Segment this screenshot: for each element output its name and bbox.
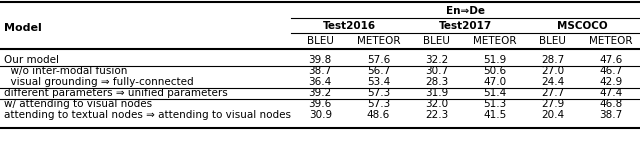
Text: 27.7: 27.7: [541, 88, 564, 98]
Text: 28.3: 28.3: [425, 77, 448, 87]
Text: 30.9: 30.9: [308, 110, 332, 120]
Text: 32.2: 32.2: [425, 55, 448, 65]
Text: 56.7: 56.7: [367, 66, 390, 76]
Text: 36.4: 36.4: [308, 77, 332, 87]
Text: Test2016: Test2016: [323, 21, 376, 31]
Text: 46.7: 46.7: [599, 66, 623, 76]
Text: MSCOCO: MSCOCO: [557, 21, 607, 31]
Text: 57.6: 57.6: [367, 55, 390, 65]
Text: METEOR: METEOR: [473, 36, 516, 46]
Text: En⇒De: En⇒De: [446, 6, 485, 16]
Text: 39.2: 39.2: [308, 88, 332, 98]
Text: 48.6: 48.6: [367, 110, 390, 120]
Text: 39.8: 39.8: [308, 55, 332, 65]
Text: Test2017: Test2017: [439, 21, 492, 31]
Text: w/o inter-modal fusion: w/o inter-modal fusion: [4, 66, 127, 76]
Text: 27.9: 27.9: [541, 99, 564, 109]
Text: 38.7: 38.7: [308, 66, 332, 76]
Text: 51.9: 51.9: [483, 55, 506, 65]
Text: Model: Model: [4, 23, 42, 33]
Text: w/ attending to visual nodes: w/ attending to visual nodes: [4, 99, 152, 109]
Text: 47.6: 47.6: [599, 55, 623, 65]
Text: 47.4: 47.4: [599, 88, 623, 98]
Text: 47.0: 47.0: [483, 77, 506, 87]
Text: BLEU: BLEU: [307, 36, 333, 46]
Text: 57.3: 57.3: [367, 88, 390, 98]
Text: visual grounding ⇒ fully-connected: visual grounding ⇒ fully-connected: [4, 77, 194, 87]
Text: attending to textual nodes ⇒ attending to visual nodes: attending to textual nodes ⇒ attending t…: [4, 110, 291, 120]
Text: 27.0: 27.0: [541, 66, 564, 76]
Text: 32.0: 32.0: [425, 99, 448, 109]
Text: 30.7: 30.7: [425, 66, 448, 76]
Text: 51.3: 51.3: [483, 99, 506, 109]
Text: 42.9: 42.9: [599, 77, 623, 87]
Text: 51.4: 51.4: [483, 88, 506, 98]
Text: METEOR: METEOR: [589, 36, 633, 46]
Text: 24.4: 24.4: [541, 77, 564, 87]
Text: 57.3: 57.3: [367, 99, 390, 109]
Text: 46.8: 46.8: [599, 99, 623, 109]
Text: 41.5: 41.5: [483, 110, 506, 120]
Text: 39.6: 39.6: [308, 99, 332, 109]
Text: 28.7: 28.7: [541, 55, 564, 65]
Text: METEOR: METEOR: [356, 36, 400, 46]
Text: different parameters ⇒ unified parameters: different parameters ⇒ unified parameter…: [4, 88, 228, 98]
Text: BLEU: BLEU: [423, 36, 450, 46]
Text: 38.7: 38.7: [599, 110, 623, 120]
Text: BLEU: BLEU: [540, 36, 566, 46]
Text: 20.4: 20.4: [541, 110, 564, 120]
Text: 31.9: 31.9: [425, 88, 448, 98]
Text: 53.4: 53.4: [367, 77, 390, 87]
Text: Our model: Our model: [4, 55, 59, 65]
Text: 50.6: 50.6: [483, 66, 506, 76]
Text: 22.3: 22.3: [425, 110, 448, 120]
